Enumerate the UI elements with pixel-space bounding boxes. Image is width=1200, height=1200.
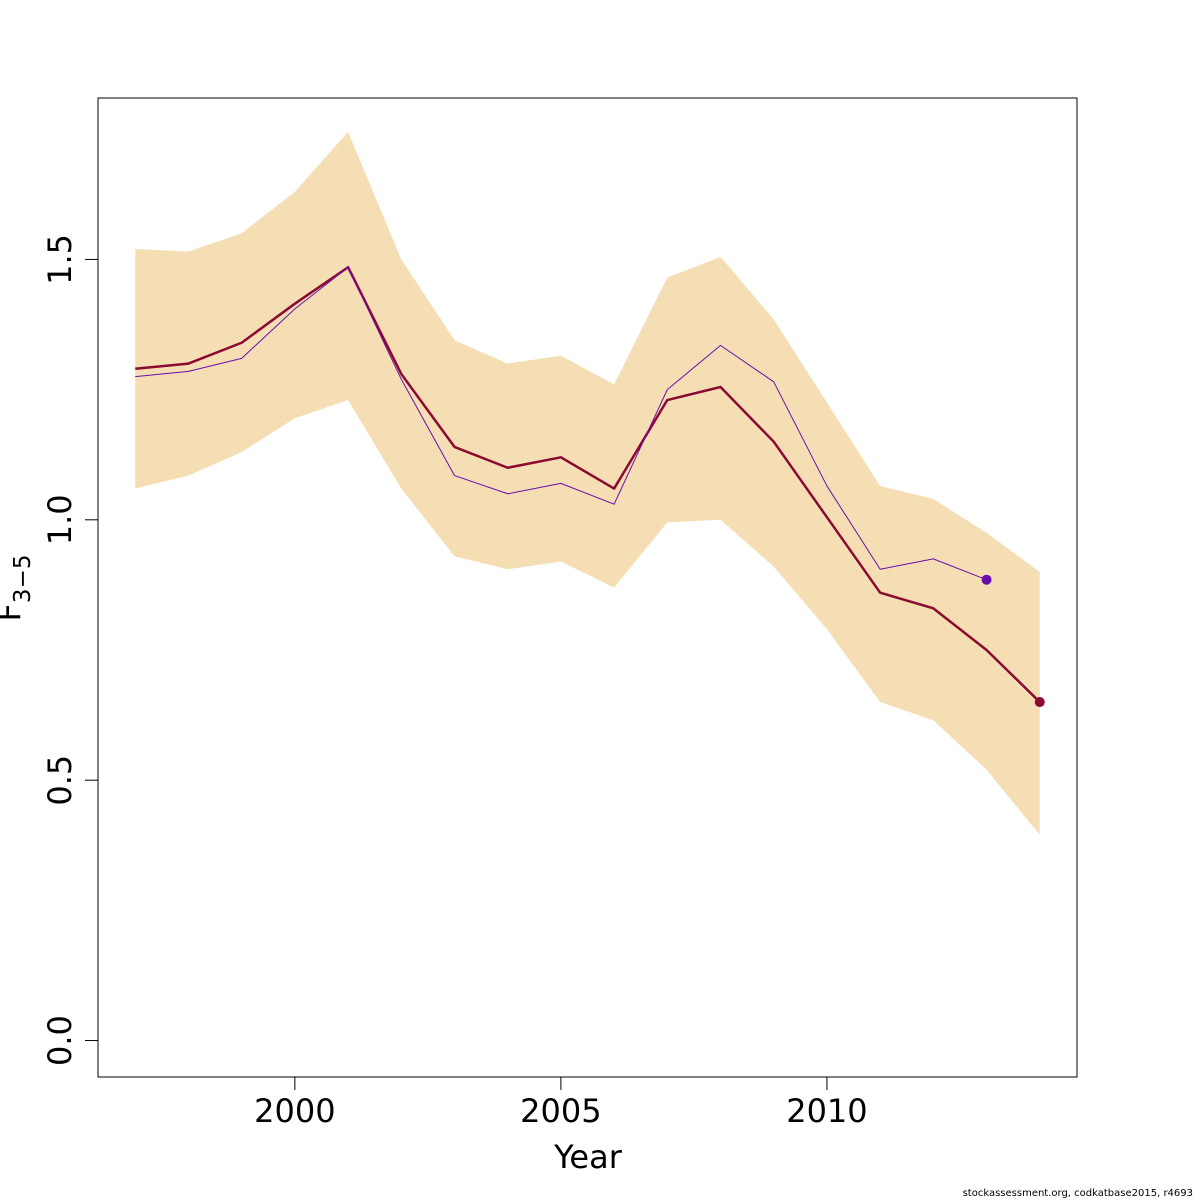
y-axis-title-subscript: 3−5: [10, 555, 36, 604]
y-tick-label-0.5: 0.5: [41, 755, 79, 806]
x-tick-label-2010: 2010: [786, 1092, 867, 1130]
x-tick-label-2005: 2005: [520, 1092, 601, 1130]
y-axis: 0.0 0.5 1.0 1.5: [41, 234, 98, 1066]
plot-frame: [97, 97, 1078, 1078]
x-tick-label-2000: 2000: [254, 1092, 335, 1130]
y-axis-title: F3−5: [0, 555, 36, 622]
svg-text:F3−5: F3−5: [0, 555, 36, 622]
series-line-2: [135, 266, 987, 581]
footer-credit: stockassessment.org, codkatbase2015, r46…: [963, 1188, 1193, 1199]
confidence-band: [135, 131, 1040, 835]
series-layer: [135, 265, 1045, 708]
confidence-band-layer: [135, 131, 1040, 835]
y-tick-label-1.0: 1.0: [41, 494, 79, 545]
y-axis-title-main: F: [0, 603, 28, 621]
series-line-1: [135, 265, 1041, 703]
x-axis-title: Year: [553, 1138, 623, 1176]
series-1-end-point: [1034, 697, 1045, 708]
y-tick-label-1.5: 1.5: [41, 234, 79, 285]
series-2-end-point: [981, 574, 992, 585]
x-axis: 2000 2005 2010: [254, 1077, 868, 1130]
y-tick-label-0.0: 0.0: [41, 1015, 79, 1066]
